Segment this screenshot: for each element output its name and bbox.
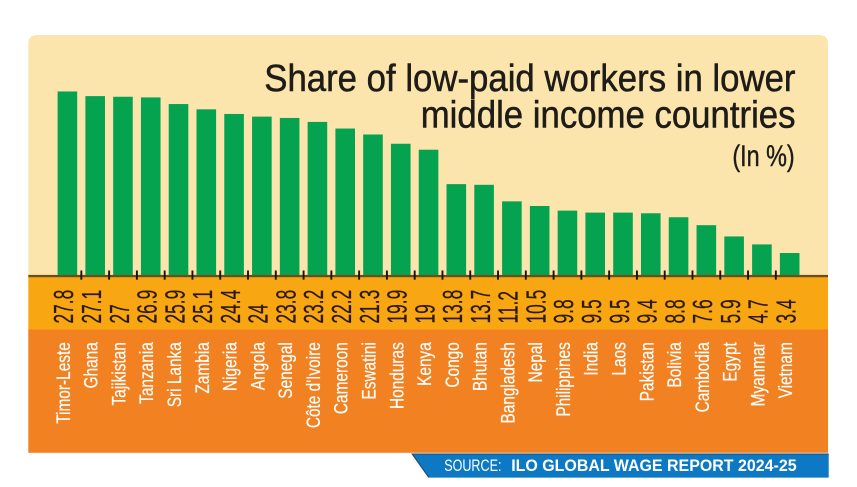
svg-text:27.1: 27.1 [76, 290, 107, 324]
svg-text:Tanzania: Tanzania [135, 342, 157, 404]
svg-text:25.9: 25.9 [159, 290, 190, 324]
svg-text:4.7: 4.7 [742, 299, 773, 323]
svg-text:Vietnam: Vietnam [774, 342, 796, 398]
svg-text:Kenya: Kenya [413, 342, 435, 386]
svg-text:Myanmar: Myanmar [747, 342, 769, 406]
svg-text:Cameroon: Cameroon [330, 342, 352, 414]
svg-text:21.3: 21.3 [354, 290, 385, 324]
svg-text:Egypt: Egypt [719, 342, 741, 381]
svg-text:(In %): (In %) [732, 139, 794, 172]
svg-text:Timor-Leste: Timor-Leste [52, 342, 74, 424]
svg-text:24: 24 [242, 304, 273, 323]
svg-text:Nigeria: Nigeria [219, 342, 241, 391]
svg-text:Share of low-paid workers in l: Share of low-paid workers in lower [264, 56, 795, 99]
svg-text:26.9: 26.9 [131, 290, 162, 324]
svg-text:22.2: 22.2 [326, 290, 357, 324]
svg-text:Nepal: Nepal [524, 342, 546, 382]
svg-text:27: 27 [104, 304, 135, 323]
svg-text:Sri Lanka: Sri Lanka [163, 342, 185, 407]
svg-text:Bhutan: Bhutan [469, 342, 491, 391]
svg-text:9.5: 9.5 [576, 299, 607, 323]
svg-text:Bolivia: Bolivia [663, 342, 685, 388]
svg-text:13.7: 13.7 [465, 290, 496, 324]
svg-text:Bangladesh: Bangladesh [497, 342, 519, 423]
svg-text:23.2: 23.2 [298, 290, 329, 324]
svg-text:Congo: Congo [441, 342, 463, 388]
svg-text:9.5: 9.5 [604, 299, 635, 323]
svg-text:middle income countries: middle income countries [421, 93, 796, 136]
svg-text:SOURCE:: SOURCE: [444, 456, 501, 475]
svg-text:25.1: 25.1 [187, 290, 218, 324]
svg-text:3.4: 3.4 [770, 299, 801, 323]
svg-text:Tajikistan: Tajikistan [108, 342, 130, 405]
svg-text:19: 19 [409, 304, 440, 323]
svg-text:9.8: 9.8 [548, 299, 579, 323]
svg-text:Honduras: Honduras [386, 342, 408, 409]
svg-text:27.8: 27.8 [48, 290, 79, 324]
svg-text:Philippines: Philippines [552, 342, 574, 417]
svg-text:Ghana: Ghana [80, 342, 102, 388]
svg-text:ILO GLOBAL WAGE REPORT 2024-25: ILO GLOBAL WAGE REPORT 2024-25 [511, 457, 796, 476]
svg-text:8.8: 8.8 [659, 299, 690, 323]
svg-text:Côte d'Ivoire: Côte d'Ivoire [302, 342, 324, 428]
svg-text:5.9: 5.9 [715, 299, 746, 323]
svg-text:Pakistan: Pakistan [636, 342, 658, 401]
svg-text:Senegal: Senegal [274, 342, 296, 399]
svg-text:23.8: 23.8 [270, 290, 301, 324]
svg-text:9.4: 9.4 [631, 299, 662, 323]
svg-text:13.8: 13.8 [437, 290, 468, 324]
svg-text:Eswatini: Eswatini [358, 342, 380, 399]
svg-text:7.6: 7.6 [687, 299, 718, 323]
svg-text:11.2: 11.2 [492, 291, 523, 323]
svg-text:Laos: Laos [608, 342, 630, 376]
svg-text:10.5: 10.5 [520, 290, 551, 324]
svg-text:19.9: 19.9 [381, 290, 412, 324]
svg-text:Angola: Angola [247, 342, 269, 390]
svg-text:24.4: 24.4 [215, 290, 246, 324]
svg-text:Cambodia: Cambodia [691, 342, 713, 412]
svg-text:India: India [580, 342, 602, 376]
svg-text:Zambia: Zambia [191, 342, 213, 394]
